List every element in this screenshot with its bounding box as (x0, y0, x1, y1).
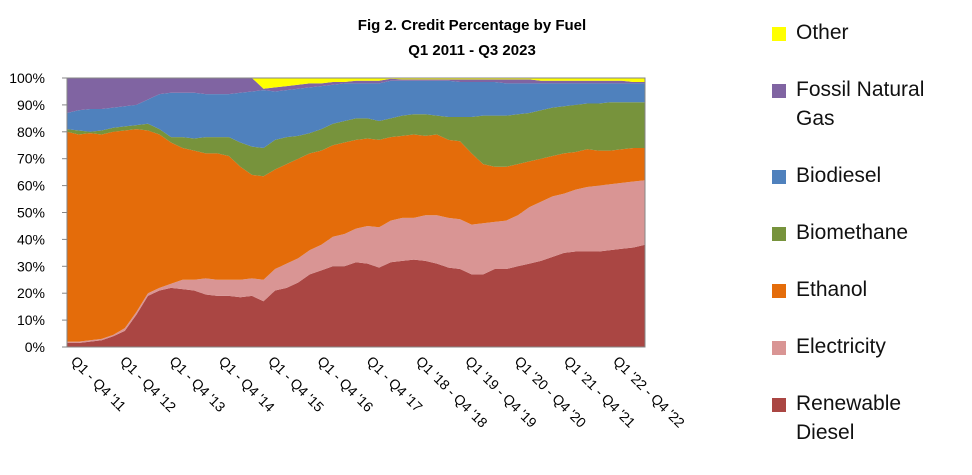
legend-label: Electricity (796, 335, 886, 358)
area (67, 78, 645, 113)
legend-label: Fossil Natural Gas (796, 78, 925, 130)
area (67, 102, 645, 177)
legend-item: Fossil Natural Gas (766, 75, 946, 133)
legend-swatch (772, 170, 786, 184)
area (67, 129, 645, 342)
chart-title: Fig 2. Credit Percentage by Fuel (358, 17, 586, 34)
y-tick-label: 70% (17, 151, 45, 167)
chart: Fig 2. Credit Percentage by Fuel Q1 2011… (9, 17, 688, 431)
legend-label: Biodiesel (796, 164, 882, 187)
legend-swatch (772, 227, 786, 241)
legend-label: Other (796, 21, 849, 44)
area (67, 80, 645, 148)
area (67, 244, 645, 347)
area (67, 180, 645, 343)
y-tick-label: 60% (17, 178, 45, 194)
legend-swatch (772, 341, 786, 355)
legend-item: Other (766, 18, 946, 47)
y-tick-label: 90% (17, 97, 45, 113)
y-tick-label: 80% (17, 124, 45, 140)
legend: Other Fossil Natural Gas Biodiesel Biometha… (766, 18, 966, 475)
y-tick-label: 10% (17, 312, 45, 328)
chart-subtitle: Q1 2011 - Q3 2023 (408, 42, 536, 59)
y-tick-label: 30% (17, 258, 45, 274)
y-tick-label: 40% (17, 231, 45, 247)
y-tick-label: 20% (17, 285, 45, 301)
legend-swatch (772, 84, 786, 98)
page: Fig 2. Credit Percentage by Fuel Q1 2011… (9, 17, 924, 444)
legend-swatch (772, 284, 786, 298)
legend-item: Biomethane (766, 218, 946, 247)
area (67, 78, 645, 89)
legend-label: Ethanol (796, 278, 868, 301)
y-tick-label: 50% (17, 205, 45, 221)
legend-item: Electricity (766, 332, 946, 361)
y-tick-label: 0% (25, 339, 45, 355)
plot-border (66, 77, 646, 348)
legend-label: Renewable Diesel (796, 392, 902, 444)
legend-swatch (772, 398, 786, 412)
legend-item: Biodiesel (766, 161, 946, 190)
legend-label: Biomethane (796, 221, 909, 244)
legend-swatch (772, 27, 786, 41)
legend-item: Ethanol (766, 275, 946, 304)
y-tick-label: 100% (9, 70, 45, 86)
legend-item: Renewable Diesel (766, 389, 946, 447)
